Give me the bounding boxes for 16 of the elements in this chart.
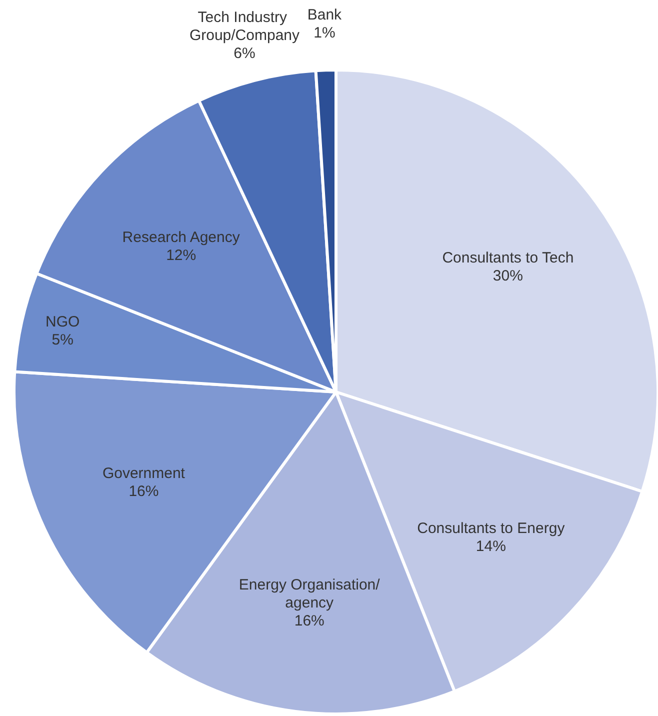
slice-label: Government [102, 464, 186, 482]
data-label: 16% [128, 482, 159, 500]
slice-label: Consultants to Tech [442, 250, 574, 267]
slice-label: Energy Organisation/agency [238, 576, 381, 612]
data-label: 16% [294, 612, 324, 630]
data-label: 5% [52, 331, 74, 348]
slice-label: Tech Industry Group/Company [189, 9, 300, 44]
data-label: 6% [234, 45, 256, 62]
slice-label: Consultants to Energy [417, 520, 566, 537]
slice-label: Research Agency [122, 229, 240, 246]
slice-label: Bank [307, 6, 342, 24]
data-label: 12% [166, 247, 196, 264]
slice-label: NGO [46, 313, 80, 330]
data-label: 14% [476, 538, 506, 555]
data-label: 30% [492, 268, 523, 285]
data-label: 1% [314, 24, 336, 42]
